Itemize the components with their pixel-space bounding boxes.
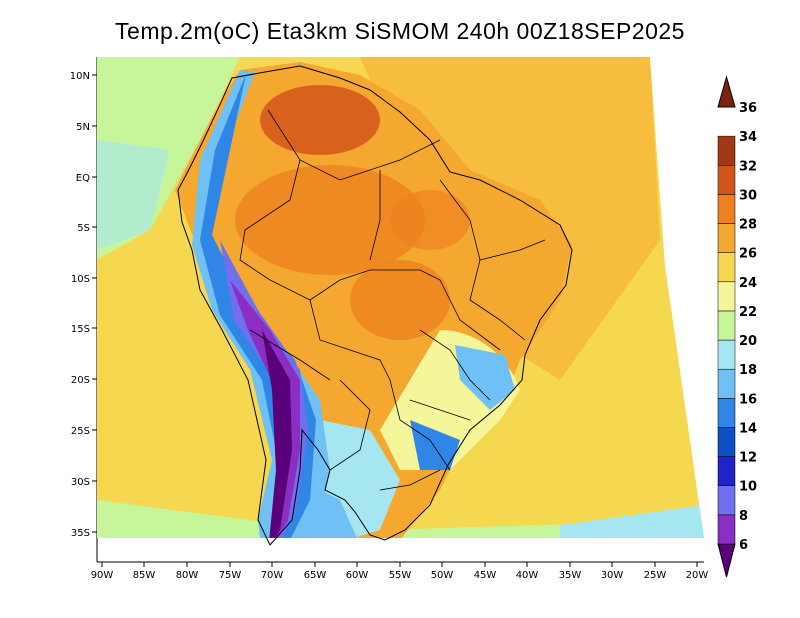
svg-text:80W: 80W	[176, 570, 199, 581]
colorbar-bin	[717, 427, 736, 457]
svg-text:65W: 65W	[304, 570, 327, 581]
colorbar-bin	[717, 135, 736, 166]
lon-tick-65W: 65W	[304, 562, 327, 581]
colorbar-label: 18	[739, 363, 757, 378]
svg-text:20S: 20S	[71, 375, 90, 386]
colorbar-bin	[717, 339, 736, 370]
svg-text:50W: 50W	[431, 570, 454, 581]
colorbar-bin	[717, 310, 736, 341]
lat-tick-15S: 15S	[71, 324, 97, 335]
colorbar-bin	[717, 485, 736, 516]
lat-tick-20S: 20S	[71, 375, 97, 386]
longitude-axis: 90W 85W 80W 75W 70W 65W 60W 55W 50W 45W …	[91, 562, 709, 581]
lat-tick-30S: 30S	[71, 477, 97, 488]
lon-tick-80W: 80W	[176, 562, 199, 581]
svg-text:30W: 30W	[601, 570, 624, 581]
svg-text:85W: 85W	[133, 570, 156, 581]
colorbar-label: 8	[739, 509, 748, 524]
temperature-field	[97, 57, 704, 538]
svg-text:10S: 10S	[71, 274, 90, 285]
lon-tick-20W: 20W	[686, 562, 709, 581]
lon-tick-60W: 60W	[346, 562, 369, 581]
colorbar-label: 10	[739, 480, 757, 495]
lon-tick-25W: 25W	[644, 562, 667, 581]
colorbar-bin	[717, 194, 736, 224]
colorbar-label: 24	[739, 276, 757, 291]
svg-text:15S: 15S	[71, 324, 90, 335]
svg-text:30S: 30S	[71, 477, 90, 488]
colorbar-label: 6	[739, 538, 748, 553]
svg-text:5N: 5N	[76, 122, 90, 133]
colorbar-bin	[717, 368, 736, 399]
svg-text:25W: 25W	[644, 570, 667, 581]
lat-tick-35S: 35S	[71, 528, 97, 539]
lat-tick-25S: 25S	[71, 426, 97, 437]
lon-tick-40W: 40W	[516, 562, 539, 581]
svg-text:35W: 35W	[559, 570, 582, 581]
lon-tick-30W: 30W	[601, 562, 624, 581]
continent-outline	[177, 65, 573, 546]
colorbar-bin	[717, 223, 736, 253]
colorbar-label: 16	[739, 392, 757, 407]
colorbar-label: 30	[739, 188, 757, 203]
colorbar-label: 32	[739, 159, 757, 174]
colorbar-bin	[717, 514, 736, 545]
latitude-axis: 10N 5N EQ 5S 10S 15S 20S 25S 30S 35S	[70, 71, 97, 539]
lon-tick-75W: 75W	[219, 562, 242, 581]
svg-text:45W: 45W	[474, 570, 497, 581]
colorbar-bin	[717, 252, 736, 283]
colorbar-label: 26	[739, 247, 757, 262]
colorbar-label: 22	[739, 305, 757, 320]
lat-tick-5S: 5S	[77, 223, 97, 234]
svg-text:25S: 25S	[71, 426, 90, 437]
svg-text:60W: 60W	[346, 570, 369, 581]
colorbar-bin	[717, 281, 736, 312]
svg-text:35S: 35S	[71, 528, 90, 539]
colorbar-label: 36	[739, 101, 757, 116]
svg-text:40W: 40W	[516, 570, 539, 581]
lon-tick-55W: 55W	[389, 562, 412, 581]
colorbar-label: 14	[739, 421, 757, 436]
lat-tick-5N: 5N	[76, 122, 97, 133]
map-title: Temp.2m(oC) Eta3km SiSMOM 240h 00Z18SEP2…	[115, 18, 685, 44]
colorbar-bin	[717, 456, 736, 486]
lon-tick-35W: 35W	[559, 562, 582, 581]
lon-tick-70W: 70W	[261, 562, 284, 581]
colorbar-label: 34	[739, 130, 757, 145]
lon-tick-45W: 45W	[474, 562, 497, 581]
lon-tick-85W: 85W	[133, 562, 156, 581]
country-borders	[239, 109, 546, 491]
svg-text:10N: 10N	[70, 71, 90, 82]
colorbar-bin	[717, 398, 736, 428]
svg-text:90W: 90W	[91, 570, 114, 581]
colorbar-label: 28	[739, 218, 757, 233]
colorbar-min-triangle	[717, 543, 736, 578]
lon-tick-50W: 50W	[431, 562, 454, 581]
colorbar-label: 20	[739, 334, 757, 349]
svg-text:55W: 55W	[389, 570, 412, 581]
svg-text:20W: 20W	[686, 570, 709, 581]
lon-tick-90W: 90W	[91, 562, 114, 581]
svg-text:5S: 5S	[77, 223, 90, 234]
lat-tick-10S: 10S	[71, 274, 97, 285]
svg-text:70W: 70W	[261, 570, 284, 581]
lat-tick-10N: 10N	[70, 71, 97, 82]
colorbar-max-triangle	[717, 75, 736, 108]
svg-text:EQ: EQ	[76, 173, 90, 184]
colorbar-bin	[717, 165, 736, 195]
colorbar-label: 12	[739, 451, 757, 466]
lat-tick-EQ: EQ	[76, 173, 97, 184]
colorbar: 6 8 10 12 14 16 18 20 22 24 26 28 30 32 34 36	[717, 75, 757, 578]
svg-text:75W: 75W	[219, 570, 242, 581]
